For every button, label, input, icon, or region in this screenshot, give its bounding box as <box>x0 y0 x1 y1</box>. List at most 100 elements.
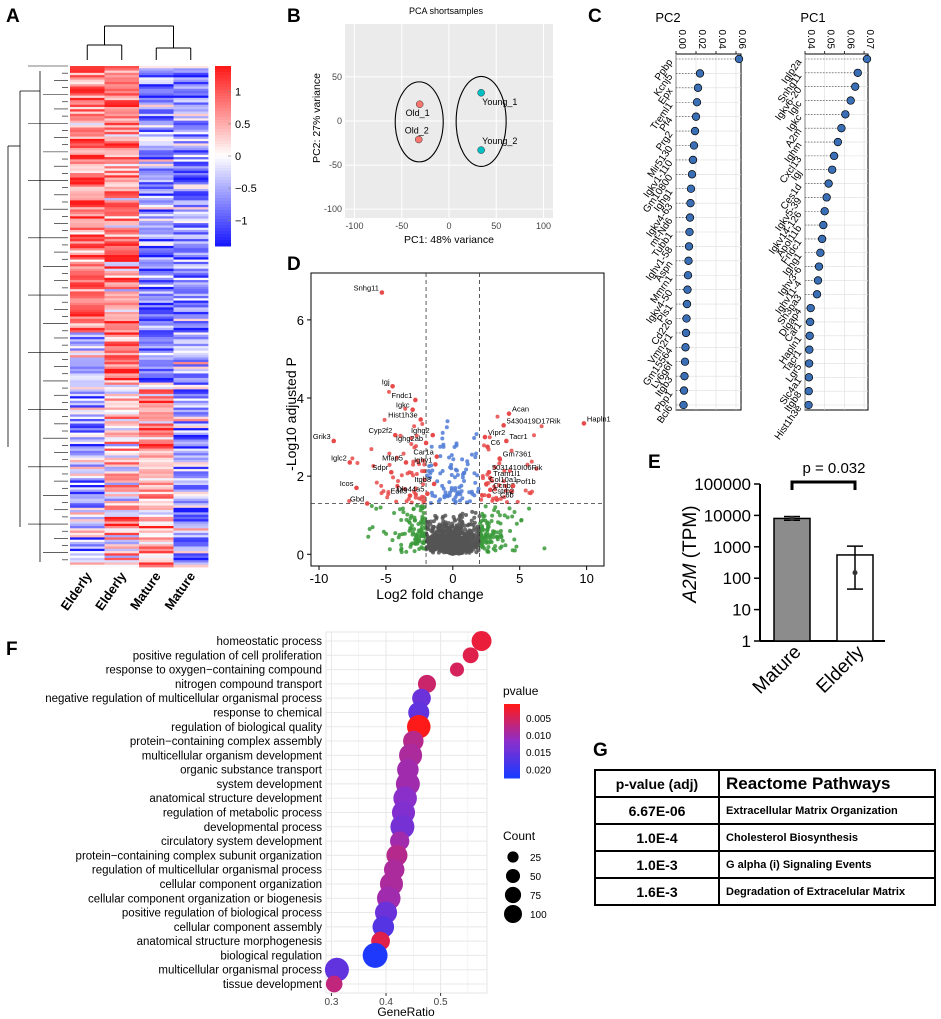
go-color-legend-segment <box>504 770 520 773</box>
heatmap-cell <box>70 553 105 557</box>
heatmap-cell <box>70 223 105 226</box>
heatmap-cell <box>173 250 209 254</box>
volcano-gene-label: 5430419D17Rik <box>507 416 561 425</box>
colorbar-segment <box>215 147 231 151</box>
go-term-label: anatomical structure morphogenesis <box>137 936 323 948</box>
heatmap-cell <box>104 232 140 235</box>
go-term-label: positive regulation of biological proces… <box>122 908 322 920</box>
heatmap-cell <box>104 428 140 431</box>
volcano-point <box>459 483 464 488</box>
heatmap-column-label: Mature <box>161 569 198 613</box>
volcano-labeled-point <box>364 501 370 506</box>
heatmap-cell <box>139 277 174 281</box>
heatmap-cell <box>139 191 174 194</box>
heatmap-cell <box>173 539 209 543</box>
volcano-point <box>479 497 484 502</box>
loading-point <box>687 170 697 179</box>
volcano-labeled-point <box>347 460 353 465</box>
heatmap-cell <box>173 366 209 370</box>
a2m-y-tick-label: 10 <box>732 601 751 620</box>
heatmap-cell <box>104 118 140 122</box>
heatmap-cell <box>70 535 105 538</box>
heatmap-cell <box>139 339 174 342</box>
heatmap-cell <box>173 280 209 283</box>
heatmap-cell <box>139 177 174 181</box>
volcano-point <box>465 459 470 464</box>
heatmap-cell <box>104 264 140 267</box>
heatmap-cell <box>173 159 209 163</box>
loading-point <box>688 155 698 165</box>
heatmap-column-label: Elderly <box>58 568 96 613</box>
heatmap-cell <box>104 457 140 461</box>
header-pathway: Reactome Pathways <box>718 769 936 798</box>
heatmap-cell <box>173 359 209 363</box>
heatmap-cell <box>139 450 174 454</box>
volcano-gene-label: Ighv1 <box>414 455 432 464</box>
heatmap-cell <box>173 129 209 133</box>
heatmap-cell <box>70 471 105 475</box>
heatmap-cell <box>104 362 140 365</box>
volcano-gene-label: Dlo44a5 <box>396 485 424 494</box>
heatmap-cell <box>139 195 174 199</box>
heatmap-cell <box>70 389 105 393</box>
heatmap-cell <box>70 321 105 324</box>
volcano-point <box>462 470 467 475</box>
heatmap-cell <box>173 384 209 388</box>
go-term-label: circulatory system development <box>161 836 323 848</box>
loading-point <box>689 141 699 150</box>
heatmap-cell <box>139 523 174 527</box>
volcano-point <box>437 545 442 550</box>
heatmap-cell <box>104 430 140 434</box>
go-color-legend-segment <box>504 711 520 714</box>
volcano-point <box>453 495 458 500</box>
heatmap-cell <box>70 446 105 449</box>
heatmap-cell <box>70 352 105 356</box>
heatmap-cell <box>104 93 140 97</box>
volcano-point <box>477 514 482 519</box>
volcano-gene-label: C6b <box>500 491 514 500</box>
heatmap-cell <box>104 227 140 231</box>
heatmap-cell <box>104 252 140 256</box>
volcano-point <box>472 542 477 547</box>
heatmap-cell <box>139 391 174 395</box>
heatmap-cell <box>173 377 209 381</box>
heatmap-cell <box>70 75 105 78</box>
loading-point <box>681 343 690 352</box>
volcano-point <box>409 542 414 547</box>
heatmap-cell <box>104 434 140 438</box>
heatmap-cell <box>70 305 105 308</box>
heatmap-cell <box>104 321 140 324</box>
loadings-panel: PC2 PC1 0.00 0.02 0.04 0.06PpbpKcnj5EpxTrem… <box>641 10 875 442</box>
heatmap-cell <box>104 512 140 516</box>
heatmap-cell <box>139 548 174 552</box>
loading-point <box>692 98 702 107</box>
heatmap-cell <box>70 557 105 561</box>
heatmap-cell <box>70 560 105 563</box>
row-pathway: Degradation of Extracelular Matrix <box>718 877 936 906</box>
row-pvalue: 1.6E-3 <box>594 877 720 906</box>
heatmap-cell <box>173 227 209 231</box>
heatmap-cell <box>70 432 105 436</box>
loading-point <box>686 199 695 208</box>
heatmap-cell <box>70 421 105 424</box>
heatmap-cell <box>173 75 209 78</box>
volcano-point <box>490 513 495 518</box>
volcano-point <box>444 425 449 430</box>
loadings-tick-label: 0.04 <box>716 30 727 50</box>
volcano-point <box>405 512 410 517</box>
volcano-gene-label: Edil3 <box>390 487 407 496</box>
colorbar-segment <box>215 189 231 193</box>
heatmap-cell <box>139 400 174 404</box>
volcano-point <box>443 546 448 551</box>
heatmap-cell <box>70 450 105 454</box>
heatmap-cell <box>173 475 209 479</box>
volcano-point <box>480 524 485 529</box>
heatmap-cell <box>104 116 140 119</box>
volcano-point <box>414 444 419 449</box>
heatmap-cell <box>139 366 174 370</box>
volcano-point <box>515 499 520 504</box>
go-size-legend-dot <box>505 868 521 884</box>
heatmap-cell <box>104 173 140 176</box>
go-color-legend-segment <box>504 718 520 722</box>
colorbar-segment <box>215 135 231 139</box>
